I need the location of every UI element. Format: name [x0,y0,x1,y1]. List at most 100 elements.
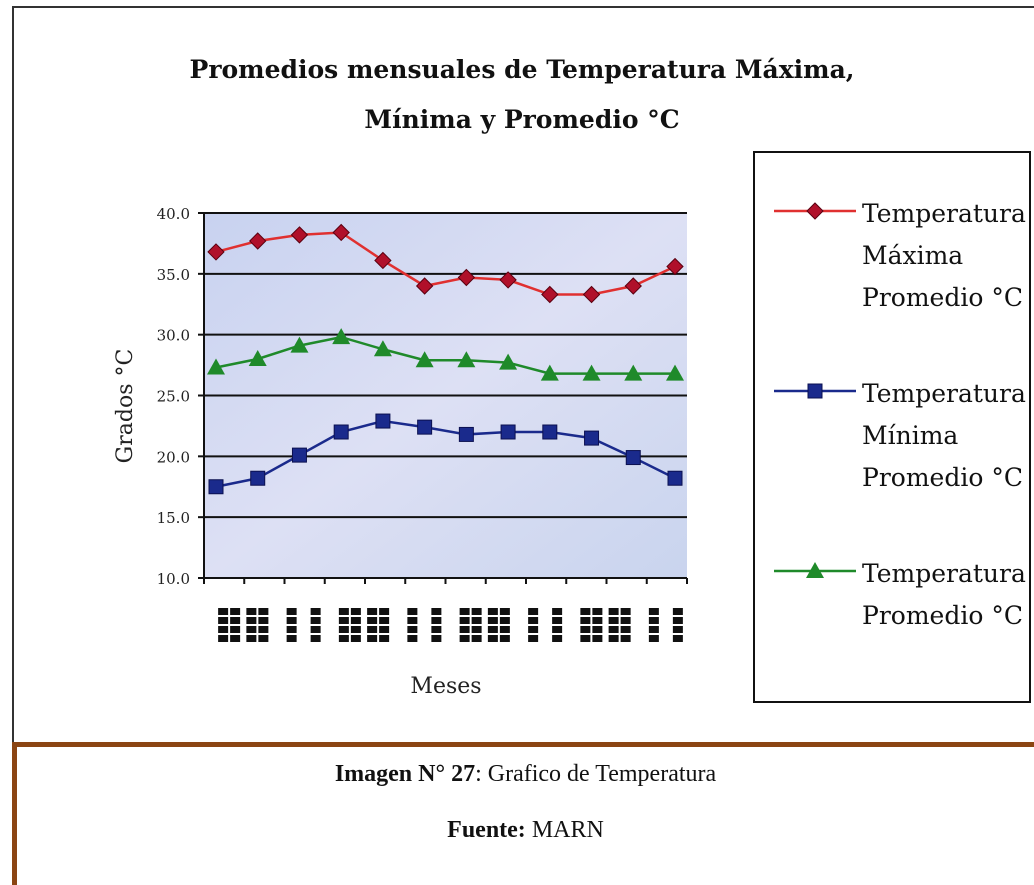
illegible-glyph [580,617,591,624]
data-point [374,251,392,270]
illegible-glyph [471,626,482,633]
illegible-glyph [672,617,683,624]
series-2 [208,413,683,495]
data-point [290,226,309,244]
illegible-glyph [367,617,378,624]
illegible-glyph [648,635,659,642]
illegible-glyph [286,626,297,633]
illegible-glyph [552,608,563,615]
data-point [666,364,684,381]
illegible-glyph [379,626,390,633]
illegible-glyph [431,617,442,624]
illegible-glyph [499,635,510,642]
y-tick-label: 15.0 [157,509,190,527]
illegible-glyph [218,617,229,624]
illegible-glyph [459,617,470,624]
caption-text: : Grafico de Temperatura [475,761,717,787]
illegible-glyph [471,617,482,624]
illegible-glyph [286,608,297,615]
illegible-glyph [620,617,631,624]
source-label: Fuente: [447,817,526,843]
illegible-glyph [258,617,269,624]
legend-label: Mínima [862,421,958,450]
illegible-glyph [218,626,229,633]
illegible-glyph [286,635,297,642]
illegible-glyph [552,635,563,642]
legend-entry-1: Temperatura Máxima Promedio °C [774,199,1026,312]
temperature-chart: Promedios mensuales de Temperatura Máxim… [113,55,1031,703]
y-tick-label: 35.0 [157,266,190,284]
illegible-glyph [230,617,241,624]
legend-label: Promedio °C [862,283,1023,312]
illegible-glyph [431,608,442,615]
data-point [499,353,518,370]
illegible-glyph [528,617,539,624]
illegible-glyph [286,617,297,624]
illegible-glyph [431,626,442,633]
legend-label: Temperatura [862,559,1026,588]
legend-label: Promedio °C [862,463,1023,492]
illegible-glyph [338,608,349,615]
figure-caption: Imagen N° 27: Grafico de Temperatura [17,761,1034,788]
illegible-glyph [459,626,470,633]
y-tick-label: 20.0 [157,448,190,466]
illegible-glyph [350,617,361,624]
legend-entry-3: Temperatura Promedio °C [774,559,1026,630]
illegible-glyph [407,626,418,633]
data-point [666,257,684,276]
illegible-glyph [379,635,390,642]
axes: 10.0 15.0 20.0 25.0 30.0 35.0 40.0 [157,205,688,588]
data-point [250,470,266,486]
illegible-glyph [310,608,321,615]
illegible-glyph [620,626,631,633]
data-point [625,450,641,466]
illegible-glyph [230,626,241,633]
data-point [291,447,307,463]
data-point [457,268,476,287]
illegible-glyph [407,608,418,615]
data-point [417,419,433,435]
illegible-glyph [367,635,378,642]
illegible-glyph [499,617,510,624]
series-layer [207,223,684,495]
illegible-glyph [246,635,257,642]
legend-label: Temperatura [862,379,1026,408]
illegible-glyph [367,626,378,633]
legend-box [753,151,1031,703]
illegible-glyph [487,608,498,615]
series-1 [207,223,684,304]
data-point [207,358,225,375]
illegible-glyph [379,617,390,624]
data-point [500,424,516,440]
data-point [415,277,434,295]
data-point [540,364,559,381]
illegible-glyph [367,608,378,615]
data-point [624,277,642,295]
data-point [806,202,824,220]
chart-frame: Promedios mensuales de Temperatura Máxim… [12,6,1034,742]
y-tick-label: 25.0 [157,388,190,406]
data-point [584,430,600,446]
data-point [542,424,558,440]
illegible-glyph [338,617,349,624]
illegible-glyph [218,635,229,642]
data-point [458,426,474,442]
illegible-glyph [620,608,631,615]
illegible-glyph [487,635,498,642]
data-point [541,285,559,304]
illegible-glyph [608,626,619,633]
illegible-glyph [528,635,539,642]
data-point [373,340,392,357]
illegible-glyph [310,617,321,624]
x-tick-labels-illegible [218,608,683,642]
data-point [333,424,349,440]
illegible-glyph [592,626,603,633]
illegible-glyph [487,626,498,633]
illegible-glyph [620,635,631,642]
illegible-glyph [230,608,241,615]
illegible-glyph [580,635,591,642]
illegible-glyph [246,626,257,633]
illegible-glyph [608,617,619,624]
illegible-glyph [648,626,659,633]
source-caption: Fuente: MARN [17,817,1034,844]
